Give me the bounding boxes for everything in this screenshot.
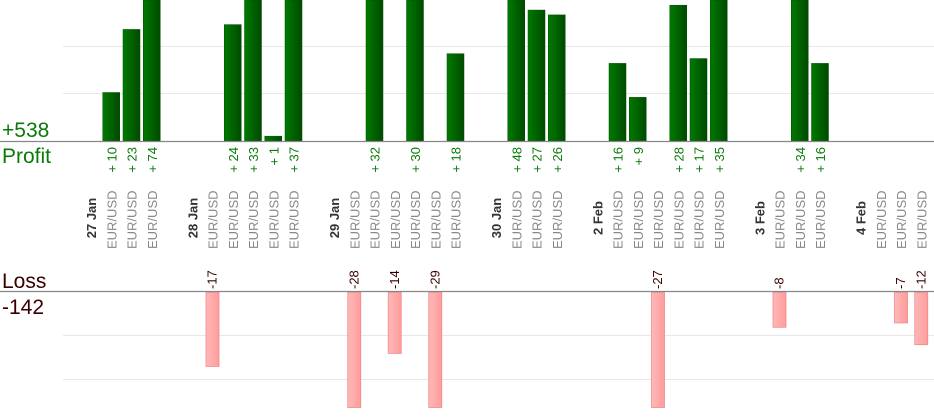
loss-bar — [914, 292, 929, 346]
pair-label: EUR/USD — [266, 190, 281, 249]
profit-bar — [791, 0, 809, 142]
profit-value-label: + 16 — [611, 147, 626, 173]
loss-total: -142 — [2, 296, 44, 319]
profit-bar — [102, 92, 120, 142]
labels: 27 Jan EUR/USD + 10 EUR/USD + 23 EUR/USD + 74 2… — [84, 147, 929, 289]
profit-bar — [710, 0, 728, 142]
profit-bar — [284, 0, 303, 142]
profit-value-label: + 37 — [287, 147, 302, 173]
profit-bar — [811, 63, 829, 142]
profit-value-label: + 34 — [793, 147, 808, 173]
profit-value-label: + 10 — [104, 147, 119, 173]
pair-label: EUR/USD — [894, 190, 909, 249]
pair-label: EUR/USD — [368, 190, 383, 249]
profit-bar — [143, 0, 161, 142]
profit-bar — [406, 0, 424, 142]
loss-label: Loss — [2, 270, 46, 293]
date-label: 4 Feb — [854, 201, 869, 235]
pair-label: EUR/USD — [246, 190, 261, 249]
profit-bar — [548, 14, 566, 142]
loss-value-label: -17 — [205, 270, 220, 289]
loss-value-label: -7 — [893, 277, 908, 289]
profit-bar — [608, 63, 627, 142]
loss-bar — [651, 292, 665, 408]
pair-label: EUR/USD — [125, 190, 140, 249]
profit-value-label: + 9 — [631, 147, 646, 165]
pair-label: EUR/USD — [206, 190, 221, 249]
pair-label: EUR/USD — [651, 190, 666, 249]
profit-value-label: + 35 — [712, 147, 727, 173]
profit-value-label: + 24 — [226, 147, 241, 173]
loss-bar — [894, 292, 908, 324]
profit-bar — [224, 24, 242, 142]
profit-value-label: + 28 — [671, 147, 686, 173]
loss-bar — [772, 292, 787, 328]
loss-bar — [347, 292, 362, 408]
pair-label: EUR/USD — [611, 190, 626, 249]
loss-value-label: -28 — [346, 270, 361, 289]
profit-bar — [669, 4, 687, 142]
pair-label: EUR/USD — [145, 190, 160, 249]
pair-label: EUR/USD — [773, 190, 788, 249]
profit-value-label: + 17 — [692, 147, 707, 173]
profit-total: +538 — [2, 119, 49, 142]
profit-bar — [629, 97, 647, 142]
pair-label: EUR/USD — [712, 190, 727, 249]
pair-label: EUR/USD — [793, 190, 808, 249]
profit-bar — [527, 9, 546, 142]
date-label: 30 Jan — [489, 198, 504, 239]
profit-bar — [244, 0, 262, 142]
pair-label: EUR/USD — [226, 190, 241, 249]
loss-value-label: -14 — [387, 270, 402, 289]
pair-label: EUR/USD — [449, 190, 464, 249]
profit-bar — [264, 135, 282, 142]
pair-label: EUR/USD — [813, 190, 828, 249]
pair-label: EUR/USD — [530, 190, 545, 249]
pair-label: EUR/USD — [692, 190, 707, 249]
profit-value-label: + 30 — [408, 147, 423, 173]
profit-value-label: + 26 — [550, 147, 565, 173]
profit-bar — [689, 58, 708, 142]
profit-bar — [507, 0, 525, 142]
pair-label: EUR/USD — [287, 190, 302, 249]
pair-label: EUR/USD — [914, 190, 929, 249]
pair-label: EUR/USD — [347, 190, 362, 249]
pair-label: EUR/USD — [388, 190, 403, 249]
loss-value-label: -27 — [650, 270, 665, 289]
date-label: 2 Feb — [590, 201, 605, 235]
date-label: 27 Jan — [84, 198, 99, 239]
profit-value-label: + 16 — [813, 147, 828, 173]
pair-label: EUR/USD — [428, 190, 443, 249]
profit-value-label: + 18 — [449, 147, 464, 173]
profit-value-label: + 23 — [125, 147, 140, 173]
date-label: 28 Jan — [185, 198, 200, 239]
pair-label: EUR/USD — [104, 190, 119, 249]
loss-value-label: -8 — [772, 277, 787, 289]
pair-label: EUR/USD — [874, 190, 889, 249]
date-label: 29 Jan — [327, 198, 342, 239]
profit-value-label: + 74 — [145, 147, 160, 173]
pair-label: EUR/USD — [509, 190, 524, 249]
profit-bar — [365, 0, 384, 142]
pair-label: EUR/USD — [631, 190, 646, 249]
profit-value-label: + 33 — [246, 147, 261, 173]
loss-bar — [428, 292, 443, 408]
pair-label: EUR/USD — [550, 190, 565, 249]
bars — [102, 0, 929, 408]
profit-bar — [446, 53, 465, 142]
profit-bar — [122, 29, 141, 142]
profit-value-label: + 1 — [266, 147, 281, 165]
profit-value-label: + 27 — [530, 147, 545, 173]
loss-value-label: -12 — [913, 270, 928, 289]
profit-value-label: + 48 — [509, 147, 524, 173]
profit-value-label: + 32 — [368, 147, 383, 173]
loss-value-label: -29 — [427, 270, 442, 289]
loss-bar — [205, 292, 220, 367]
pair-label: EUR/USD — [671, 190, 686, 249]
profit-label: Profit — [2, 145, 51, 168]
loss-bar — [387, 292, 402, 354]
pair-label: EUR/USD — [408, 190, 423, 249]
date-label: 3 Feb — [752, 201, 767, 235]
